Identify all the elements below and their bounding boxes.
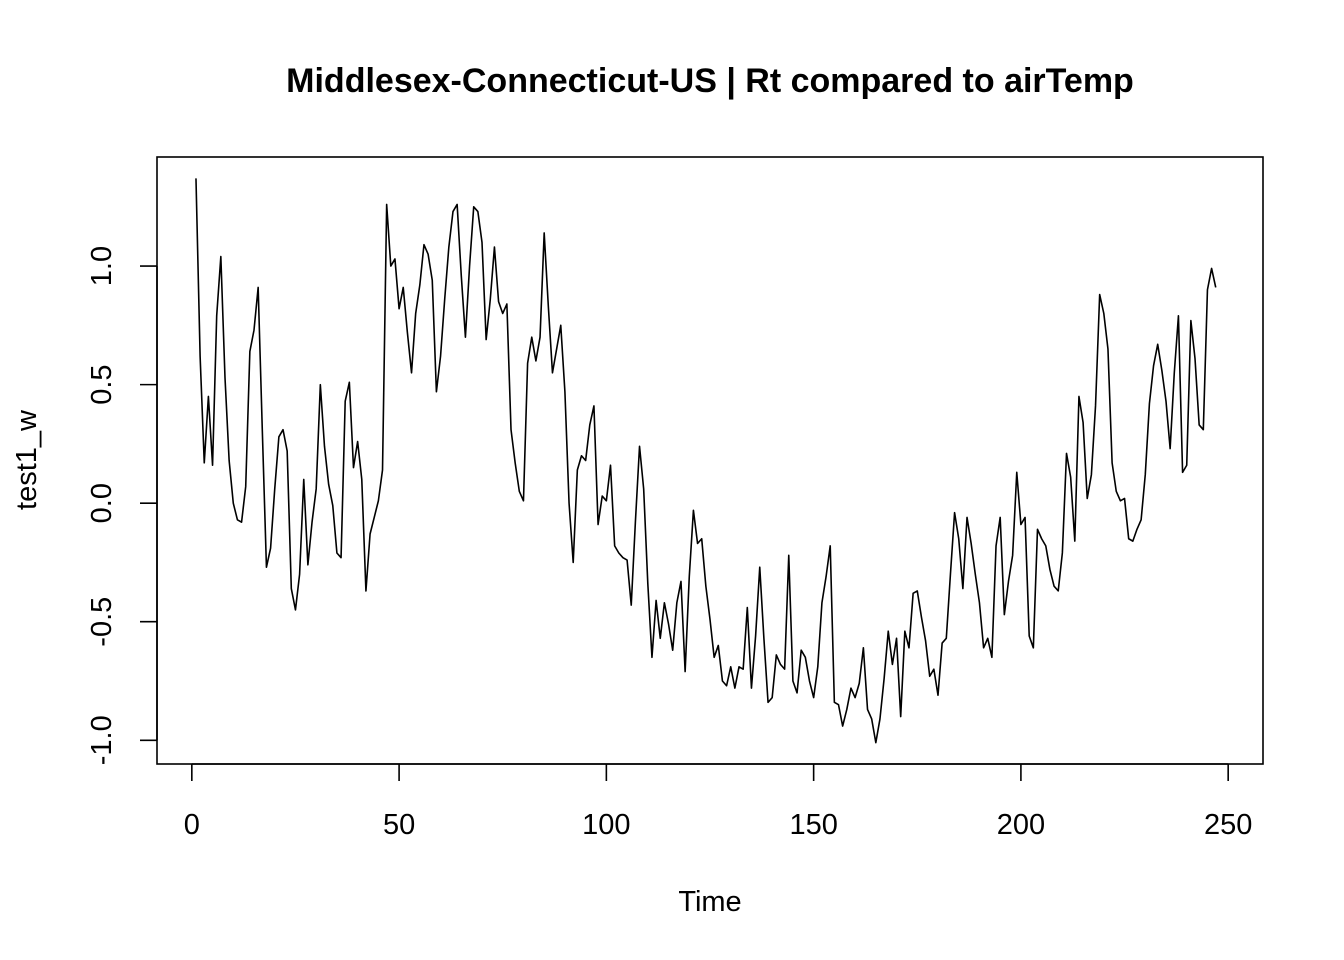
y-tick-label: -1.0 [86,715,118,765]
series-line [195,178,1217,744]
y-axis: -1.0 -0.5 0.0 0.5 1.0 [86,246,158,765]
chart-title: Middlesex-Connecticut-US | Rt compared t… [286,62,1134,100]
y-tick-label: -0.5 [86,597,118,647]
y-tick-label: 1.0 [86,246,118,286]
x-axis: 0 50 100 150 200 250 [184,763,1252,841]
series-group [195,178,1217,744]
x-tick-label: 200 [997,809,1045,841]
x-tick-label: 100 [582,809,630,841]
y-tick-label: 0.0 [86,483,118,523]
y-axis-title: test1_w [11,409,43,510]
y-tick-label: 0.5 [86,364,118,404]
x-tick-label: 0 [184,809,200,841]
plot-frame [156,156,1264,765]
x-tick-label: 250 [1204,809,1252,841]
x-axis-title: Time [678,886,741,918]
x-tick-label: 150 [789,809,837,841]
x-tick-label: 50 [383,809,415,841]
